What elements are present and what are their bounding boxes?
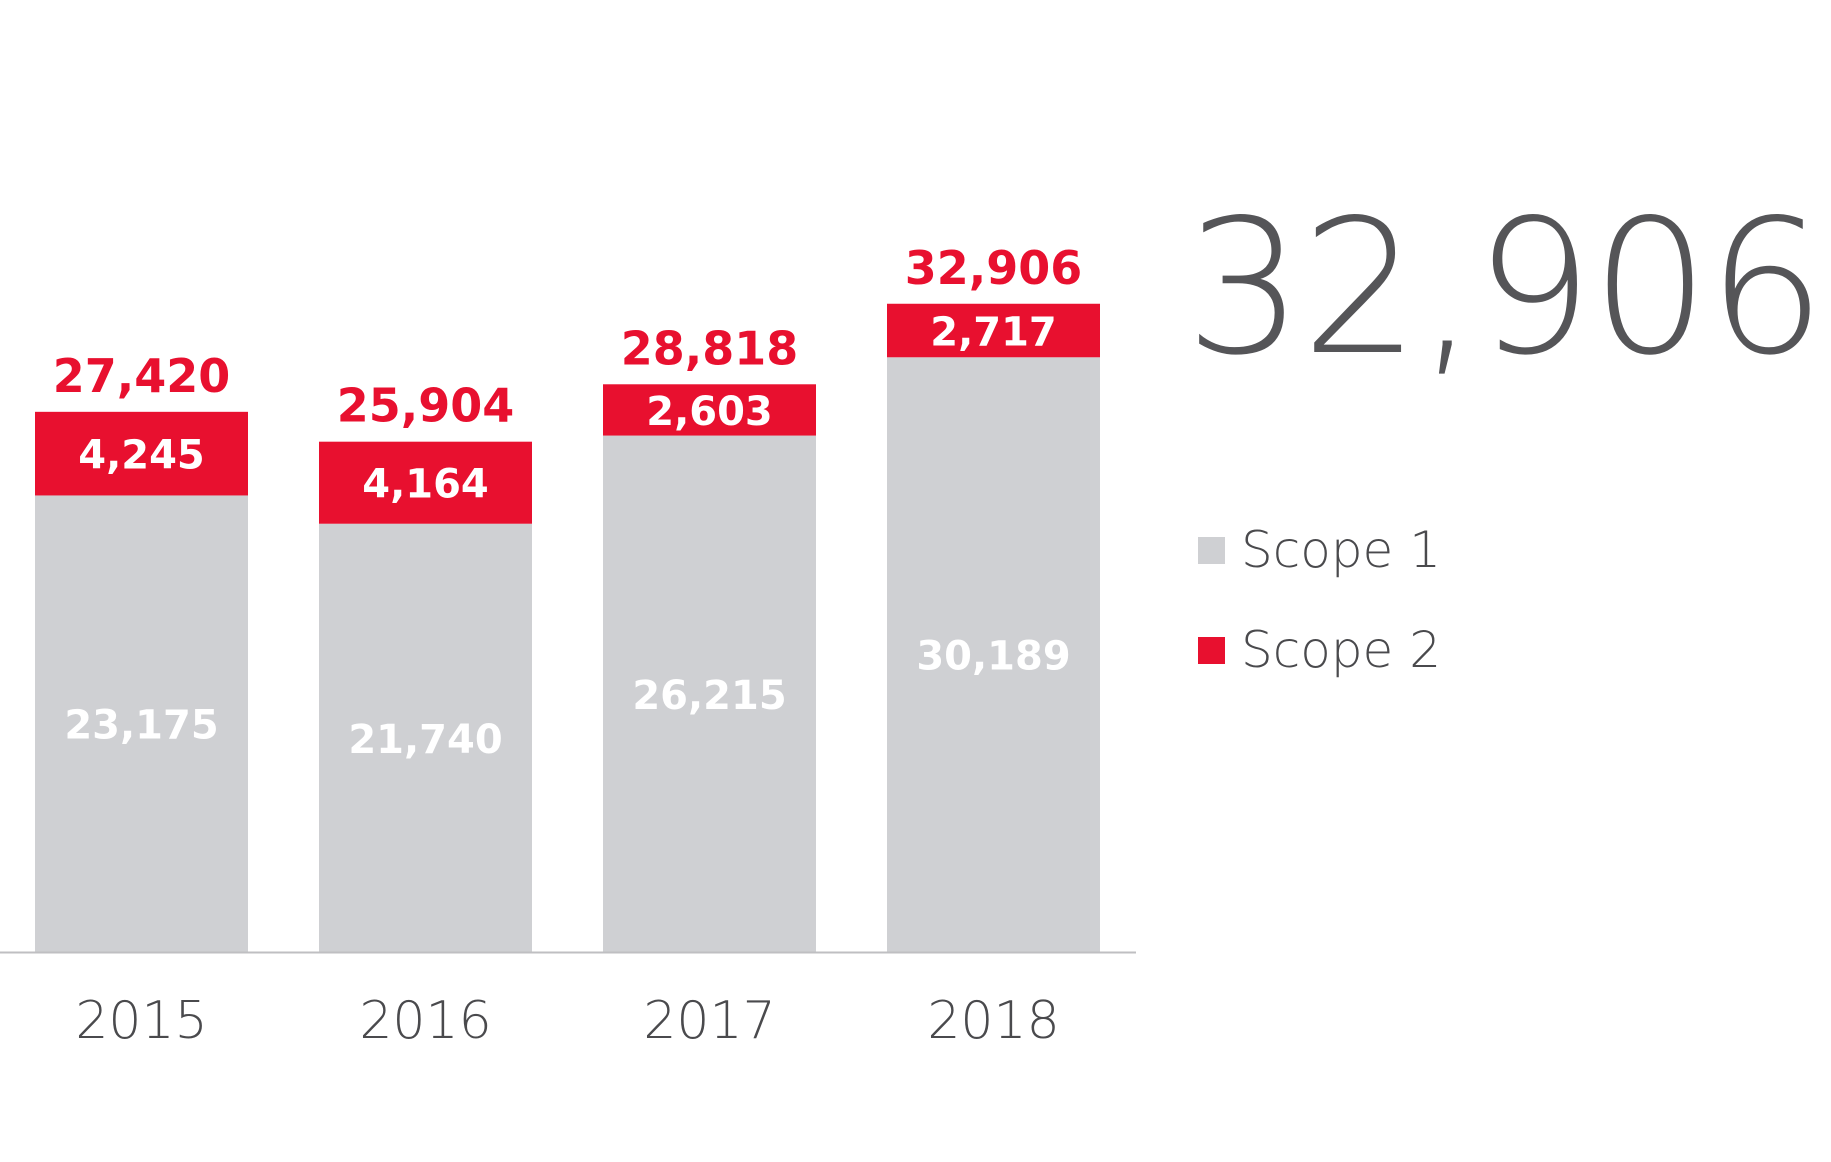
- data-label-scope-1-2015: 23,175: [64, 703, 218, 749]
- legend-swatch-scope-1: [1198, 536, 1225, 564]
- bar-scope-1-2016: [319, 523, 532, 952]
- legend-label-scope-1: Scope 1: [1241, 521, 1442, 579]
- data-label-scope-1-2017: 26,215: [632, 673, 786, 719]
- data-label-scope-2-2016: 4,164: [362, 462, 489, 508]
- data-label-scope-2-2018: 2,717: [930, 310, 1057, 356]
- data-label-total-2015: 27,420: [53, 349, 231, 403]
- bar-scope-2-2017: [603, 384, 816, 436]
- bar-group-2017: 26,215 2,603 28,818 2017: [603, 321, 816, 1051]
- bar-scope-1-2017: [603, 435, 816, 952]
- bar-group-2015: 23,175 4,245 27,420 2015: [35, 349, 248, 1051]
- data-label-scope-2-2017: 2,603: [646, 389, 773, 435]
- x-tick-label-2017: 2017: [643, 991, 775, 1051]
- data-label-scope-1-2018: 30,189: [916, 634, 1070, 680]
- bar-scope-1-2018: [887, 357, 1100, 952]
- total-headline-value: 32,906: [1185, 179, 1826, 396]
- data-label-total-2017: 28,818: [621, 321, 799, 375]
- bar-scope-2-2016: [319, 441, 532, 524]
- bar-group-2018: 30,189 2,717 32,906 2018: [887, 241, 1100, 1051]
- x-tick-label-2015: 2015: [75, 991, 207, 1051]
- chart-legend: Scope 1 Scope 2: [1198, 520, 1441, 720]
- bar-scope-2-2018: [887, 303, 1100, 358]
- bar-group-2016: 21,740 4,164 25,904 2016: [319, 379, 532, 1051]
- bar-scope-2-2015: [35, 411, 248, 496]
- x-tick-label-2018: 2018: [927, 991, 1059, 1051]
- x-tick-label-2016: 2016: [359, 991, 491, 1051]
- bar-scope-1-2015: [35, 495, 248, 952]
- legend-item-scope-2: Scope 2: [1198, 620, 1441, 680]
- legend-item-scope-1: Scope 1: [1198, 520, 1441, 580]
- data-label-scope-1-2016: 21,740: [348, 717, 502, 763]
- legend-label-scope-2: Scope 2: [1241, 621, 1442, 679]
- data-label-total-2016: 25,904: [337, 379, 515, 433]
- legend-swatch-scope-2: [1198, 636, 1225, 664]
- data-label-scope-2-2015: 4,245: [78, 433, 205, 479]
- data-label-total-2018: 32,906: [905, 241, 1083, 295]
